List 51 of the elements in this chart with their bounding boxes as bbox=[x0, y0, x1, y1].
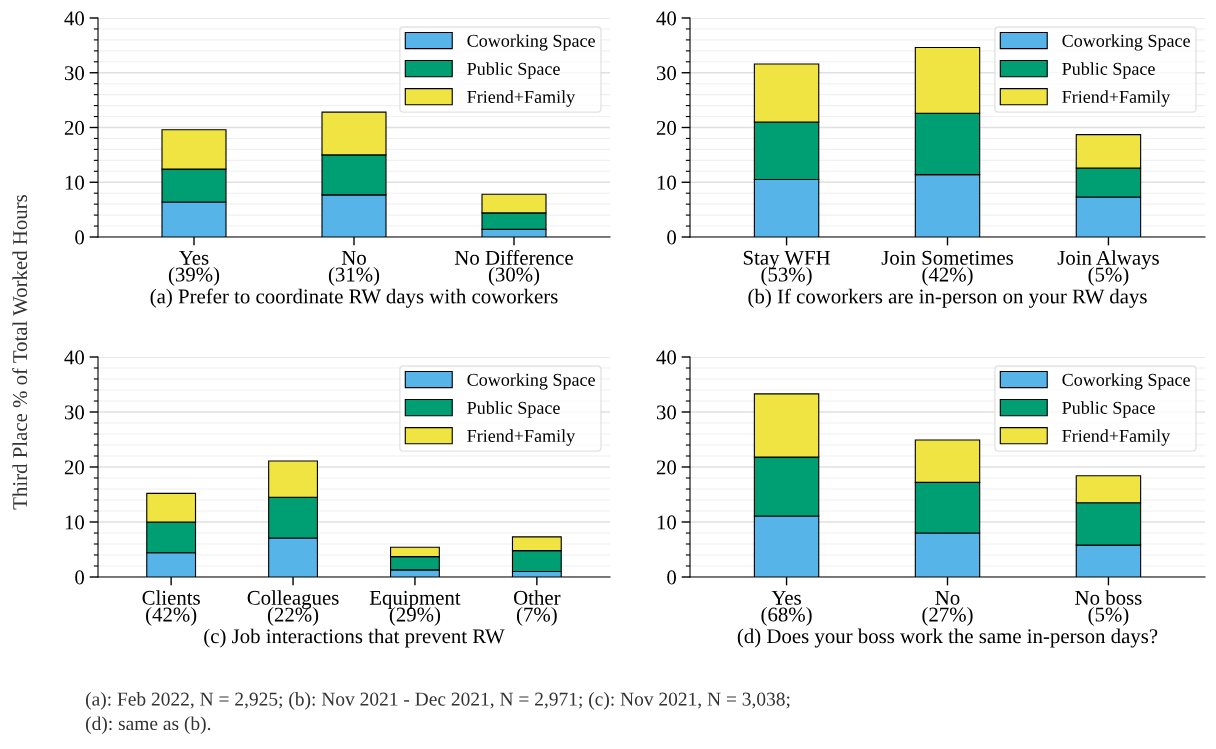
legend-label: Public Space bbox=[467, 401, 560, 418]
y-tick-label: 20 bbox=[64, 120, 85, 135]
y-tick-label: 30 bbox=[656, 66, 677, 81]
y-tick-label: 20 bbox=[656, 460, 677, 475]
legend-label: Coworking Space bbox=[467, 34, 595, 51]
y-tick-label: 10 bbox=[657, 515, 677, 530]
y-axis-title: Third Place % of Total Worked Hours bbox=[12, 195, 28, 510]
text: (a): Feb 2022, N = 2,925; (b): Nov 2021 - Dec 2021, N = 2,971; (c): Nov 2021, N = 3,038; (d): same as (b). bbox=[85, 692, 790, 735]
x-tick-label: No Difference (30%) bbox=[454, 249, 573, 286]
x-axis-title: (b) If coworkers are in-person on your RW days bbox=[748, 288, 1147, 308]
legend-label: Public Space bbox=[1062, 62, 1155, 79]
y-tick-label: 30 bbox=[656, 405, 677, 420]
y-tick-label: 0 bbox=[75, 570, 85, 585]
y-tick-label: 0 bbox=[667, 570, 677, 585]
x-tick-label: Equipment (29%) bbox=[369, 590, 461, 626]
y-tick-label: 20 bbox=[656, 120, 677, 135]
y-tick-label: 10 bbox=[65, 175, 85, 190]
y-tick-label: 40 bbox=[64, 350, 85, 365]
x-tick-label: Yes (68%) bbox=[761, 591, 812, 626]
y-tick-label: 20 bbox=[64, 460, 85, 475]
x-tick-label: Join Sometimes (42%) bbox=[881, 250, 1014, 286]
y-tick-label: 0 bbox=[75, 230, 85, 245]
legend-label: Coworking Space bbox=[1062, 34, 1190, 51]
y-tick-label: 0 bbox=[667, 230, 677, 245]
x-tick-label: No (31%) bbox=[328, 251, 380, 286]
x-axis-title: (d) Does your boss work the same in-person days? bbox=[737, 628, 1158, 648]
x-tick-label: Colleagues (22%) bbox=[247, 590, 339, 626]
legend-label: Friend+Family bbox=[467, 429, 576, 446]
x-tick-label: Join Always (5%) bbox=[1057, 250, 1159, 286]
y-tick-label: 10 bbox=[65, 515, 85, 530]
legend-label: Friend+Family bbox=[1062, 429, 1171, 446]
legend-label: Coworking Space bbox=[467, 373, 595, 390]
y-tick-label: 30 bbox=[64, 66, 85, 81]
y-tick-label: 40 bbox=[64, 11, 85, 26]
x-tick-label: Clients (42%) bbox=[142, 590, 200, 626]
y-tick-label: 40 bbox=[656, 350, 677, 365]
legend-label: Public Space bbox=[467, 62, 560, 79]
x-axis-title: (c) Job interactions that prevent RW bbox=[204, 628, 505, 648]
y-tick-label: 10 bbox=[657, 175, 677, 190]
x-tick-label: No boss (5%) bbox=[1075, 590, 1142, 626]
x-tick-label: Other (7%) bbox=[514, 590, 561, 626]
legend-label: Friend+Family bbox=[1062, 90, 1171, 107]
x-tick-label: Stay WFH (53%) bbox=[743, 250, 831, 286]
legend-label: Friend+Family bbox=[467, 90, 576, 107]
legend-label: Coworking Space bbox=[1062, 373, 1190, 390]
x-tick-label: Yes (39%) bbox=[168, 251, 220, 286]
legend-label: Public Space bbox=[1062, 401, 1155, 418]
y-tick-label: 30 bbox=[64, 405, 85, 420]
y-tick-label: 40 bbox=[656, 11, 677, 26]
x-tick-label: No (27%) bbox=[922, 591, 973, 626]
x-axis-title: (a) Prefer to coordinate RW days with coworkers bbox=[150, 288, 558, 308]
